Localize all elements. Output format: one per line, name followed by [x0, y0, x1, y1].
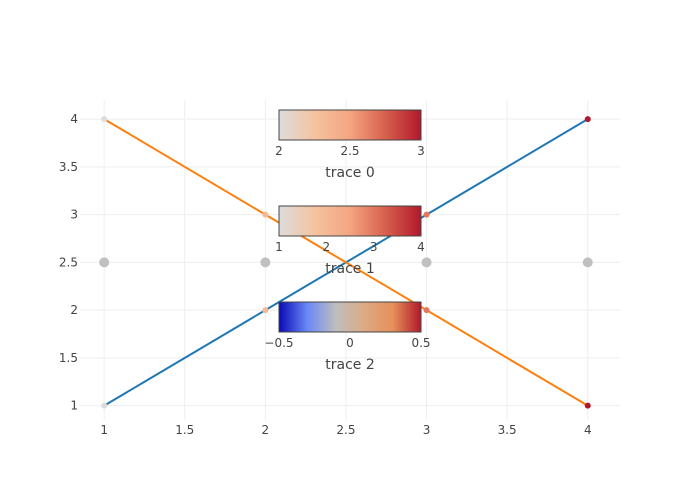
- x-tick-label: 1.5: [175, 423, 194, 437]
- x-tick-label: 2: [262, 423, 270, 437]
- data-point[interactable]: [582, 257, 593, 268]
- data-point[interactable]: [421, 257, 432, 268]
- data-point[interactable]: [101, 402, 108, 409]
- y-tick-label: 1: [70, 399, 78, 413]
- data-point[interactable]: [584, 116, 591, 123]
- colorbar-title: trace 2: [325, 357, 375, 373]
- series-1: [101, 116, 591, 409]
- y-tick-label: 3.5: [59, 160, 78, 174]
- colorbar-layer: 2 2.5 3 trace 0 1 2 3 4 trace 1 −0.5 0 0.5 trace 2: [264, 109, 431, 373]
- x-tick-label: 1: [100, 423, 108, 437]
- tick-layer: 1 1.5 2 2.5 3 3.5 4 1 1.5 2 2.5 3 3.5 4: [59, 112, 592, 437]
- colorbar-gradient: [278, 301, 422, 333]
- series-line: [103, 118, 589, 407]
- colorbar-tick-label: 2: [275, 144, 283, 158]
- x-tick-label: 3.5: [498, 423, 517, 437]
- data-point[interactable]: [584, 402, 591, 409]
- colorbar-0: 2 2.5 3 trace 0: [275, 109, 425, 181]
- colorbar-title: trace 0: [325, 165, 375, 181]
- colorbar-gradient: [278, 205, 422, 237]
- y-tick-label: 4: [70, 112, 78, 126]
- y-tick-label: 3: [70, 208, 78, 222]
- y-tick-label: 1.5: [59, 351, 78, 365]
- x-tick-label: 2.5: [336, 423, 355, 437]
- series-2: [99, 257, 593, 268]
- colorbar-tick-label: 0.5: [411, 336, 430, 350]
- colorbar-tick-label: 2.5: [340, 144, 359, 158]
- series-layer: [99, 116, 593, 409]
- y-tick-label: 2.5: [59, 255, 78, 269]
- data-point[interactable]: [262, 307, 269, 314]
- colorbar-title: trace 1: [325, 261, 375, 277]
- colorbar-tick-label: 0: [346, 336, 354, 350]
- colorbar-2: −0.5 0 0.5 trace 2: [264, 301, 431, 373]
- data-point[interactable]: [423, 211, 430, 218]
- data-point[interactable]: [262, 211, 269, 218]
- data-point[interactable]: [423, 307, 430, 314]
- data-point[interactable]: [260, 257, 271, 268]
- data-point[interactable]: [99, 257, 110, 268]
- data-point[interactable]: [101, 116, 108, 123]
- colorbar-gradient: [278, 109, 422, 141]
- x-tick-label: 3: [423, 423, 431, 437]
- colorbar-tick-label: 4: [417, 240, 425, 254]
- colorbar-tick-label: 1: [275, 240, 283, 254]
- colorbar-1: 1 2 3 4 trace 1: [275, 205, 425, 277]
- colorbar-tick-label: 2: [323, 240, 331, 254]
- x-tick-label: 4: [584, 423, 592, 437]
- colorbar-tick-label: 3: [370, 240, 378, 254]
- colorbar-tick-label: −0.5: [264, 336, 293, 350]
- colorbar-tick-label: 3: [417, 144, 425, 158]
- y-tick-label: 2: [70, 303, 78, 317]
